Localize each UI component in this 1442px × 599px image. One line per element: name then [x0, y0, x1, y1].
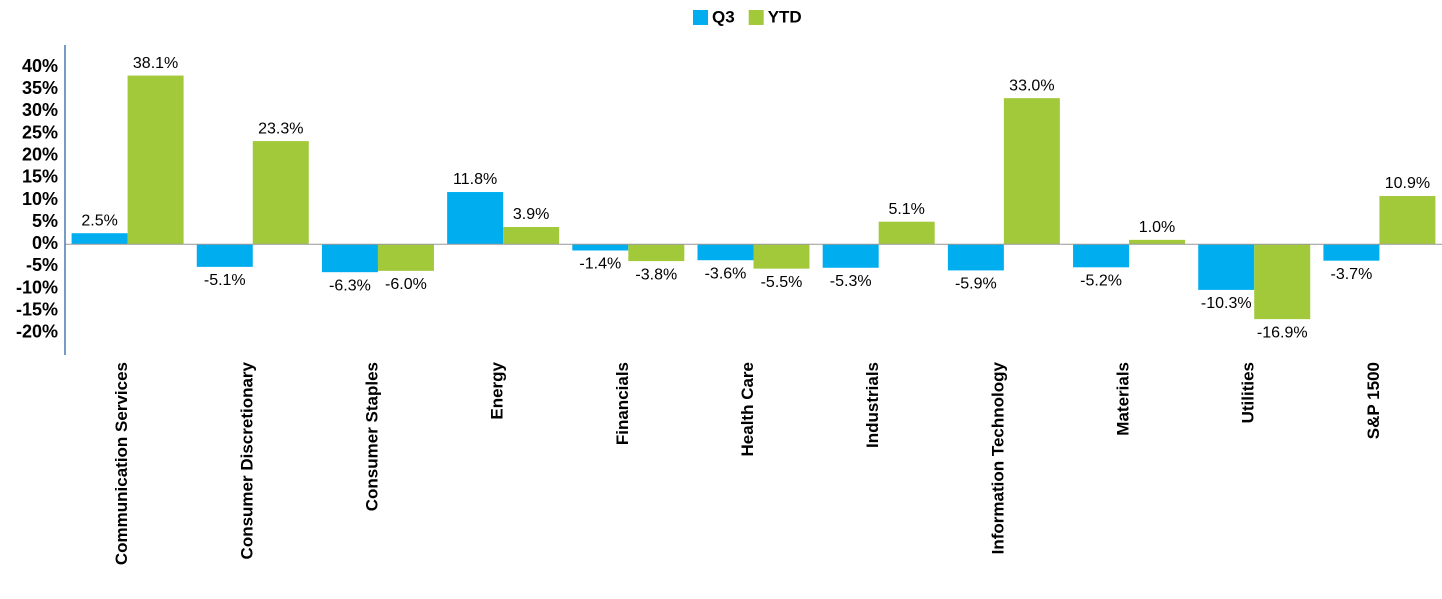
value-label: 1.0% [1139, 219, 1175, 236]
y-tick-label: 5% [32, 211, 58, 231]
bar [753, 244, 810, 269]
bar [1198, 244, 1255, 290]
bar [127, 75, 184, 245]
legend-label: Q3 [712, 7, 735, 26]
value-label: -5.1% [204, 272, 246, 289]
bar [321, 244, 378, 273]
bar [71, 233, 128, 245]
value-label: 2.5% [81, 212, 117, 229]
x-tick-label: Materials [1114, 362, 1133, 436]
bar [196, 244, 253, 267]
bar [1379, 196, 1436, 245]
value-label: -5.2% [1080, 273, 1122, 290]
legend-label: YTD [768, 7, 802, 26]
value-label: -3.8% [635, 266, 677, 283]
bar [377, 244, 434, 271]
x-tick-label: S&P 1500 [1364, 362, 1383, 439]
y-tick-label: -15% [16, 299, 58, 319]
value-label: -16.9% [1257, 324, 1308, 341]
legend-swatch [693, 10, 708, 25]
value-label: -6.0% [385, 276, 427, 293]
bar [878, 221, 935, 245]
y-tick-label: 20% [22, 144, 58, 164]
value-label: 3.9% [513, 206, 549, 223]
x-tick-label: Health Care [738, 362, 757, 456]
value-label: 11.8% [453, 171, 497, 188]
x-tick-label: Consumer Discretionary [237, 361, 256, 559]
value-label: 33.0% [1009, 77, 1054, 94]
y-tick-label: 10% [22, 189, 58, 209]
value-label: -6.3% [329, 277, 371, 294]
value-label: -5.3% [830, 273, 872, 290]
y-tick-label: -20% [16, 322, 58, 342]
y-tick-label: 40% [22, 56, 58, 76]
value-label: 23.3% [258, 120, 303, 137]
bar [1003, 98, 1060, 245]
y-tick-label: 25% [22, 122, 58, 142]
value-label: -3.7% [1331, 266, 1373, 283]
bar [1254, 244, 1311, 320]
bar [1073, 244, 1130, 268]
bar [252, 141, 309, 245]
value-label: -3.6% [705, 265, 747, 282]
bar [822, 244, 879, 268]
legend-swatch [748, 10, 764, 25]
y-tick-label: -10% [16, 277, 58, 297]
x-tick-label: Utilities [1239, 362, 1258, 423]
bar [503, 227, 560, 245]
y-tick-label: -5% [26, 255, 58, 275]
value-label: 10.9% [1385, 175, 1430, 192]
y-tick-label: 0% [32, 233, 58, 253]
value-label: -1.4% [579, 256, 621, 273]
x-tick-label: Communication Services [112, 362, 131, 565]
y-tick-label: 30% [22, 100, 58, 120]
value-label: -10.3% [1201, 295, 1252, 312]
bar [947, 244, 1004, 271]
x-tick-label: Energy [488, 361, 507, 419]
bar [572, 244, 629, 251]
bar [697, 244, 754, 261]
y-tick-label: 15% [22, 167, 58, 187]
value-label: 38.1% [133, 55, 178, 72]
bar [1323, 244, 1380, 261]
x-tick-label: Industrials [863, 362, 882, 448]
y-tick-label: 35% [22, 78, 58, 98]
value-label: -5.5% [761, 274, 803, 291]
bar [447, 192, 504, 245]
x-tick-label: Consumer Staples [362, 362, 381, 511]
x-tick-label: Information Technology [988, 361, 1007, 554]
bar [1129, 239, 1186, 245]
x-tick-label: Financials [613, 362, 632, 445]
value-label: 5.1% [888, 201, 924, 218]
bar [628, 244, 685, 262]
value-label: -5.9% [955, 276, 997, 293]
